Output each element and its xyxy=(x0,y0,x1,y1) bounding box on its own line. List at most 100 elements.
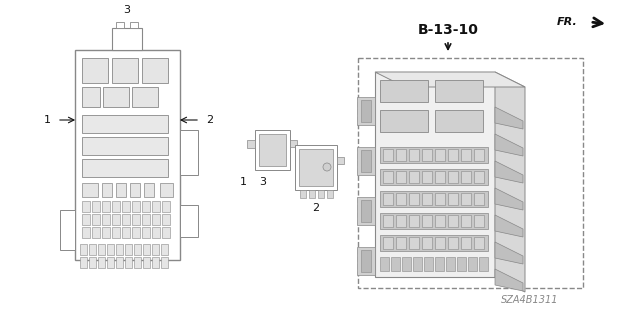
Bar xyxy=(409,237,419,249)
Bar xyxy=(380,235,488,251)
Bar xyxy=(130,22,138,28)
Bar xyxy=(380,80,428,102)
Bar xyxy=(474,171,484,183)
Text: 3: 3 xyxy=(259,177,266,187)
Bar xyxy=(134,257,141,268)
Bar xyxy=(396,193,406,205)
Bar xyxy=(259,134,286,166)
Bar xyxy=(152,214,160,225)
Bar xyxy=(247,140,255,148)
Text: B-13-10: B-13-10 xyxy=(417,23,479,37)
Bar xyxy=(402,257,411,271)
Bar xyxy=(125,244,132,255)
Bar xyxy=(435,171,445,183)
Bar xyxy=(125,257,132,268)
Bar xyxy=(122,227,130,238)
Bar xyxy=(82,58,108,83)
Bar xyxy=(152,227,160,238)
Bar xyxy=(82,214,90,225)
Bar xyxy=(474,237,484,249)
Bar xyxy=(116,183,126,197)
Bar xyxy=(143,244,150,255)
Bar xyxy=(142,201,150,212)
Bar xyxy=(152,257,159,268)
Bar xyxy=(422,215,432,227)
Bar xyxy=(461,149,471,161)
Bar xyxy=(318,190,324,198)
Bar xyxy=(424,257,433,271)
Bar xyxy=(435,110,483,132)
Bar xyxy=(132,227,140,238)
Bar xyxy=(474,215,484,227)
Bar xyxy=(361,150,371,172)
Bar xyxy=(116,22,124,28)
Bar xyxy=(380,213,488,229)
Bar xyxy=(380,110,428,132)
Bar xyxy=(435,215,445,227)
Bar xyxy=(479,257,488,271)
Bar xyxy=(361,100,371,122)
Bar xyxy=(422,149,432,161)
Bar xyxy=(383,193,393,205)
Bar xyxy=(461,237,471,249)
Bar xyxy=(130,183,140,197)
Bar xyxy=(396,215,406,227)
Bar xyxy=(92,214,100,225)
Bar xyxy=(89,257,96,268)
Bar xyxy=(448,149,458,161)
Bar xyxy=(446,257,455,271)
Polygon shape xyxy=(495,72,525,292)
Bar xyxy=(102,183,112,197)
Bar xyxy=(375,72,495,277)
Bar xyxy=(383,215,393,227)
Bar xyxy=(295,145,337,190)
Bar xyxy=(102,201,110,212)
Bar xyxy=(461,171,471,183)
Bar xyxy=(409,193,419,205)
Bar xyxy=(413,257,422,271)
Text: 2: 2 xyxy=(312,203,319,213)
Bar xyxy=(409,171,419,183)
Bar xyxy=(132,201,140,212)
Bar xyxy=(396,171,406,183)
Bar xyxy=(358,58,583,288)
Bar xyxy=(162,201,170,212)
Bar xyxy=(337,157,344,164)
Polygon shape xyxy=(495,107,523,129)
Bar xyxy=(161,257,168,268)
Bar xyxy=(80,244,87,255)
Bar xyxy=(435,193,445,205)
Bar xyxy=(361,200,371,222)
Bar xyxy=(290,140,297,147)
Bar xyxy=(383,171,393,183)
Bar xyxy=(357,197,375,225)
Bar xyxy=(161,244,168,255)
Bar xyxy=(383,149,393,161)
Bar xyxy=(383,237,393,249)
Bar xyxy=(309,190,315,198)
Bar xyxy=(112,28,142,50)
Bar xyxy=(152,201,160,212)
Polygon shape xyxy=(495,188,523,210)
Bar xyxy=(112,201,120,212)
Bar xyxy=(357,97,375,125)
Bar xyxy=(422,237,432,249)
Bar xyxy=(468,257,477,271)
Bar xyxy=(327,190,333,198)
Bar xyxy=(380,257,389,271)
Polygon shape xyxy=(375,72,525,87)
Bar xyxy=(361,250,371,272)
Bar xyxy=(98,244,105,255)
Bar xyxy=(409,215,419,227)
Polygon shape xyxy=(495,161,523,183)
Circle shape xyxy=(323,163,331,171)
Bar xyxy=(82,87,100,107)
Bar xyxy=(144,183,154,197)
Polygon shape xyxy=(495,134,523,156)
Text: 1: 1 xyxy=(239,177,246,187)
Bar xyxy=(82,159,168,177)
Polygon shape xyxy=(495,215,523,237)
Bar xyxy=(299,149,333,186)
Bar xyxy=(162,227,170,238)
Bar xyxy=(112,214,120,225)
